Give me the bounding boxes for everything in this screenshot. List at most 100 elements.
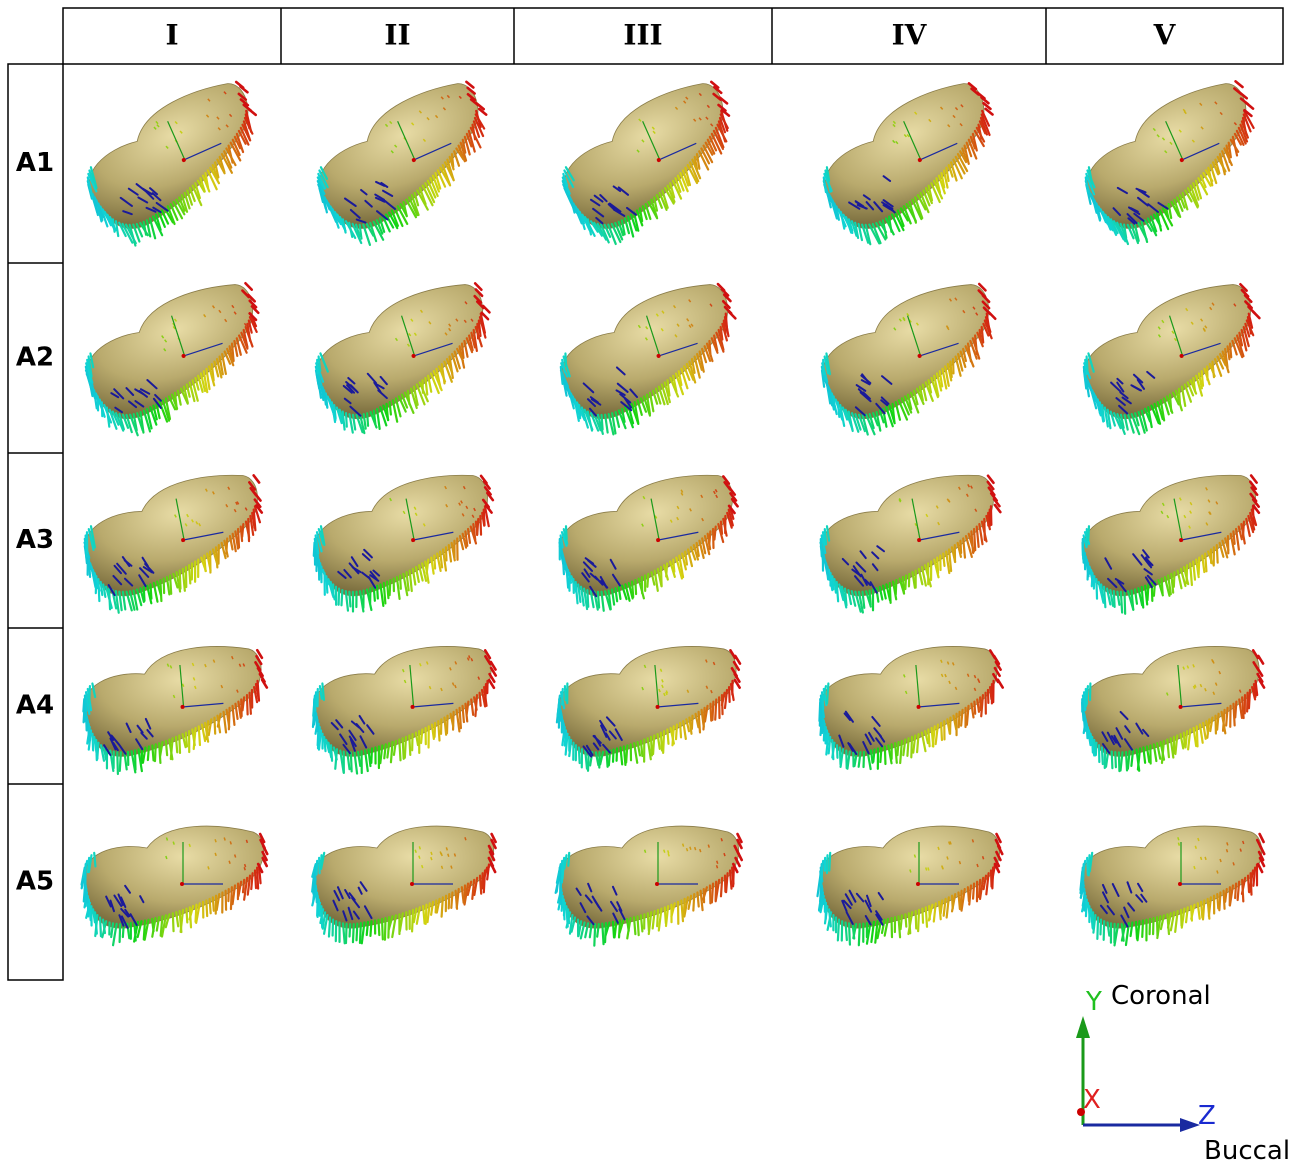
vector-arrow (665, 907, 666, 923)
vector-arrow (564, 686, 566, 700)
vector-arrow (630, 744, 633, 760)
tooth-render (78, 642, 273, 777)
vector-arrow (166, 838, 167, 841)
vector-arrow (846, 922, 847, 940)
vector-arrow (712, 884, 713, 903)
vector-arrow (1253, 310, 1259, 319)
vector-arrow (255, 870, 256, 888)
vector-arrow (973, 884, 974, 899)
vector-arrow (1091, 909, 1093, 928)
vector-arrow (708, 845, 709, 848)
vector-arrow (990, 687, 991, 699)
vector-arrow (641, 741, 642, 756)
row-label: A5 (16, 867, 54, 897)
tooth-render (1068, 274, 1282, 445)
vector-arrow (190, 907, 191, 927)
vector-arrow (1251, 873, 1252, 894)
vector-arrow (451, 892, 452, 907)
vector-arrow (152, 919, 154, 931)
vector-arrow (144, 920, 145, 939)
vector-arrow (977, 864, 978, 867)
vector-arrow (210, 899, 211, 913)
vector-arrow (419, 846, 420, 849)
vector-arrow (346, 924, 347, 943)
vector-arrow (721, 878, 722, 896)
page: IIIIIIIVVA1A2A3A4A5 Y Coronal X Z Buccal… (0, 0, 1298, 1161)
vector-arrow (419, 856, 420, 859)
vector-arrow (1219, 892, 1220, 910)
tooth-render (549, 467, 753, 617)
vector-arrow (871, 750, 872, 762)
vector-arrow (697, 892, 698, 906)
y-arrowhead (1076, 1016, 1090, 1038)
vector-arrow (1235, 884, 1236, 898)
vector-arrow (1097, 917, 1098, 938)
row-label: A3 (16, 525, 54, 555)
vector-arrow (683, 844, 684, 847)
vector-arrow (637, 916, 638, 935)
vector-arrow (454, 854, 455, 857)
vector-arrow (215, 839, 216, 842)
vector-arrow (1111, 752, 1113, 769)
tooth-render (817, 826, 1002, 945)
vector-arrow (1100, 920, 1101, 935)
vector-arrow (166, 741, 167, 755)
vector-arrow (214, 718, 216, 734)
vector-arrow (244, 867, 245, 870)
vector-arrow (947, 856, 948, 859)
vector-arrow (379, 920, 380, 935)
vector-arrow (370, 921, 371, 936)
vector-arrow (246, 840, 247, 843)
vector-arrow (575, 745, 578, 760)
tooth-surface (80, 642, 268, 759)
vector-arrow (700, 849, 701, 852)
x-letter: X (1083, 1085, 1101, 1115)
vector-arrow (729, 311, 735, 320)
vector-arrow (961, 891, 962, 907)
z-arrowhead (1180, 1118, 1200, 1132)
vector-arrow (597, 924, 599, 937)
vector-arrow (1086, 900, 1087, 917)
vector-arrow (127, 752, 129, 765)
header-box (63, 8, 1283, 64)
vector-arrow (1240, 849, 1241, 852)
vector-arrow (918, 910, 919, 931)
vector-arrow (564, 900, 565, 920)
vector-arrow (827, 855, 828, 873)
tooth-render (1080, 826, 1264, 945)
row-label-box (8, 64, 63, 980)
vector-arrow (441, 853, 442, 856)
vector-arrow (357, 924, 358, 941)
vector-arrow (687, 848, 688, 851)
vector-arrow (657, 910, 658, 926)
vector-arrow (446, 847, 447, 850)
vector-arrow (949, 842, 950, 845)
vector-arrow (619, 920, 620, 937)
vector-arrow (905, 914, 906, 926)
vector-arrow (213, 897, 214, 910)
local-origin (1178, 882, 1182, 886)
vector-arrow (436, 900, 437, 912)
local-origin (180, 882, 184, 886)
vector-arrow (738, 852, 742, 860)
vector-arrow (134, 923, 135, 941)
vector-arrow (423, 906, 425, 923)
vector-arrow (1217, 870, 1218, 873)
vector-arrow (178, 735, 180, 752)
vector-arrow (728, 687, 730, 702)
vector-arrow (952, 896, 953, 909)
vector-arrow (480, 876, 481, 894)
vector-arrow (732, 868, 733, 884)
tooth-render (545, 72, 761, 254)
vector-arrow (926, 907, 927, 926)
vector-arrow (972, 839, 973, 842)
vector-arrow (316, 885, 317, 902)
vector-arrow (431, 852, 432, 855)
tooth-render (556, 826, 742, 946)
vector-arrow (1115, 752, 1117, 767)
tooth-render (82, 826, 268, 945)
tooth-render (814, 642, 1009, 774)
vector-arrow (568, 737, 570, 751)
vector-arrow (1258, 864, 1262, 872)
vector-arrow (173, 842, 174, 845)
